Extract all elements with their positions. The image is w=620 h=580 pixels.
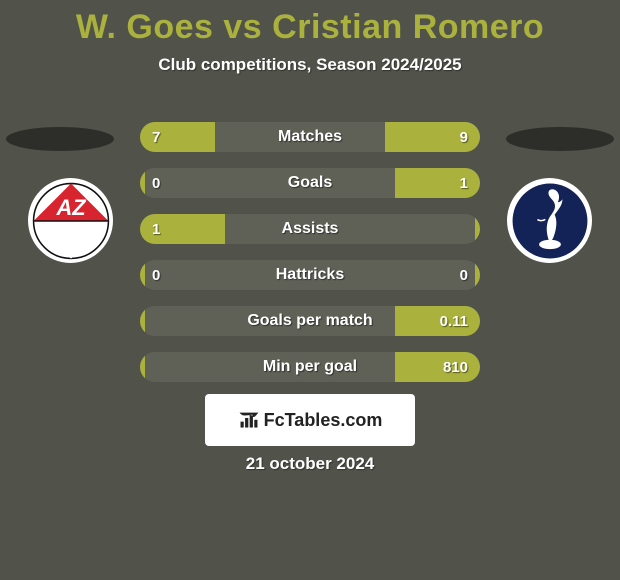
stat-value-right: 1 [460, 175, 468, 192]
stat-value-left: 0 [152, 175, 160, 192]
stat-row: 0 1 Goals [140, 168, 480, 198]
branding-text: FcTables.com [264, 410, 383, 431]
stat-value-left: 0 [152, 267, 160, 284]
stat-bar-right [475, 260, 480, 290]
club-logo-right [507, 178, 592, 263]
stat-bar-left [140, 168, 145, 198]
stat-bar-right [475, 214, 480, 244]
stat-row: 0 0 Hattricks [140, 260, 480, 290]
stat-value-left: 1 [152, 221, 160, 238]
stat-row: 7 9 Matches [140, 122, 480, 152]
stat-row: 810 Min per goal [140, 352, 480, 382]
stat-value-right: 0 [460, 267, 468, 284]
page-title: W. Goes vs Cristian Romero [0, 0, 620, 47]
stat-value-left: 7 [152, 129, 160, 146]
stat-bar-left [140, 352, 145, 382]
stat-label: Goals per match [247, 312, 372, 330]
stat-value-right: 810 [443, 359, 468, 376]
player-shadow-left [6, 127, 114, 151]
stat-label: Min per goal [263, 358, 357, 376]
stats-panel: 7 9 Matches 0 1 Goals 1 Assists 0 0 Hattricks 0.11 G… [140, 122, 480, 398]
stat-value-right: 0.11 [440, 313, 468, 330]
az-logo-icon: AZ [32, 182, 110, 260]
branding-badge: FcTables.com [205, 394, 415, 446]
stat-label: Matches [278, 128, 342, 146]
title-text: W. Goes vs Cristian Romero [76, 8, 544, 46]
svg-text:AZ: AZ [55, 194, 87, 219]
stat-row: 0.11 Goals per match [140, 306, 480, 336]
date-label: 21 october 2024 [0, 454, 620, 474]
stat-label: Hattricks [276, 266, 344, 284]
stat-bar-left [140, 260, 145, 290]
stat-value-right: 9 [460, 129, 468, 146]
club-logo-left: AZ [28, 178, 113, 263]
stat-label: Goals [288, 174, 332, 192]
tottenham-logo-icon [511, 182, 589, 260]
subtitle: Club competitions, Season 2024/2025 [0, 55, 620, 75]
player-shadow-right [506, 127, 614, 151]
stat-bar-left [140, 306, 145, 336]
stat-row: 1 Assists [140, 214, 480, 244]
chart-icon [238, 409, 260, 431]
stat-label: Assists [282, 220, 339, 238]
